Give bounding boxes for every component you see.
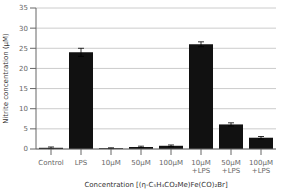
svg-text:25: 25 xyxy=(19,45,28,53)
svg-text:Nitrite concentration (μM): Nitrite concentration (μM) xyxy=(8,33,10,124)
svg-text:20: 20 xyxy=(19,65,28,73)
svg-text:LPS: LPS xyxy=(75,159,88,167)
svg-text:0: 0 xyxy=(24,145,28,153)
svg-text:10μM+LPS: 10μM+LPS xyxy=(191,159,210,175)
svg-text:35: 35 xyxy=(19,4,28,12)
svg-text:15: 15 xyxy=(19,85,28,93)
svg-text:50μM: 50μM xyxy=(131,159,150,167)
svg-text:30: 30 xyxy=(19,25,28,33)
svg-text:Concentration [(η-C₅H₄CO₂Me)Fe: Concentration [(η-C₅H₄CO₂Me)Fe(CO)₂Br] xyxy=(84,181,228,189)
svg-text:50μM+LPS: 50μM+LPS xyxy=(221,159,240,175)
svg-text:100μM: 100μM xyxy=(159,159,183,167)
svg-text:10μM: 10μM xyxy=(101,159,120,167)
svg-text:100μM+LPS: 100μM+LPS xyxy=(249,159,273,175)
svg-text:Control: Control xyxy=(38,159,63,167)
svg-text:5: 5 xyxy=(24,125,28,133)
svg-text:10: 10 xyxy=(19,105,28,113)
